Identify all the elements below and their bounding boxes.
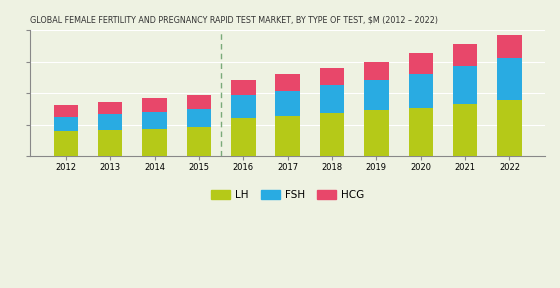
Bar [320, 86, 344, 113]
Bar [364, 80, 389, 110]
Bar [276, 74, 300, 91]
Bar [453, 104, 477, 156]
Bar [364, 110, 389, 156]
Text: GLOBAL FEMALE FERTILITY AND PREGNANCY RAPID TEST MARKET, BY TYPE OF TEST, $M (20: GLOBAL FEMALE FERTILITY AND PREGNANCY RA… [30, 15, 438, 24]
Bar [276, 115, 300, 156]
Bar [54, 105, 78, 117]
Bar [276, 91, 300, 115]
Legend: LH, FSH, HCG: LH, FSH, HCG [207, 185, 368, 204]
Bar [453, 44, 477, 66]
Bar [142, 98, 167, 112]
Bar [54, 131, 78, 156]
Bar [497, 100, 521, 156]
Bar [497, 35, 521, 58]
Bar [409, 74, 433, 108]
Bar [364, 62, 389, 80]
Bar [187, 109, 211, 127]
Bar [187, 127, 211, 156]
Bar [497, 58, 521, 100]
Bar [320, 113, 344, 156]
Bar [187, 95, 211, 109]
Bar [142, 112, 167, 129]
Bar [453, 66, 477, 104]
Bar [409, 53, 433, 74]
Bar [231, 95, 255, 118]
Bar [98, 102, 123, 114]
Bar [98, 130, 123, 156]
Bar [231, 80, 255, 95]
Bar [409, 108, 433, 156]
Bar [320, 68, 344, 86]
Bar [98, 114, 123, 130]
Bar [54, 117, 78, 131]
Bar [142, 129, 167, 156]
Bar [231, 118, 255, 156]
